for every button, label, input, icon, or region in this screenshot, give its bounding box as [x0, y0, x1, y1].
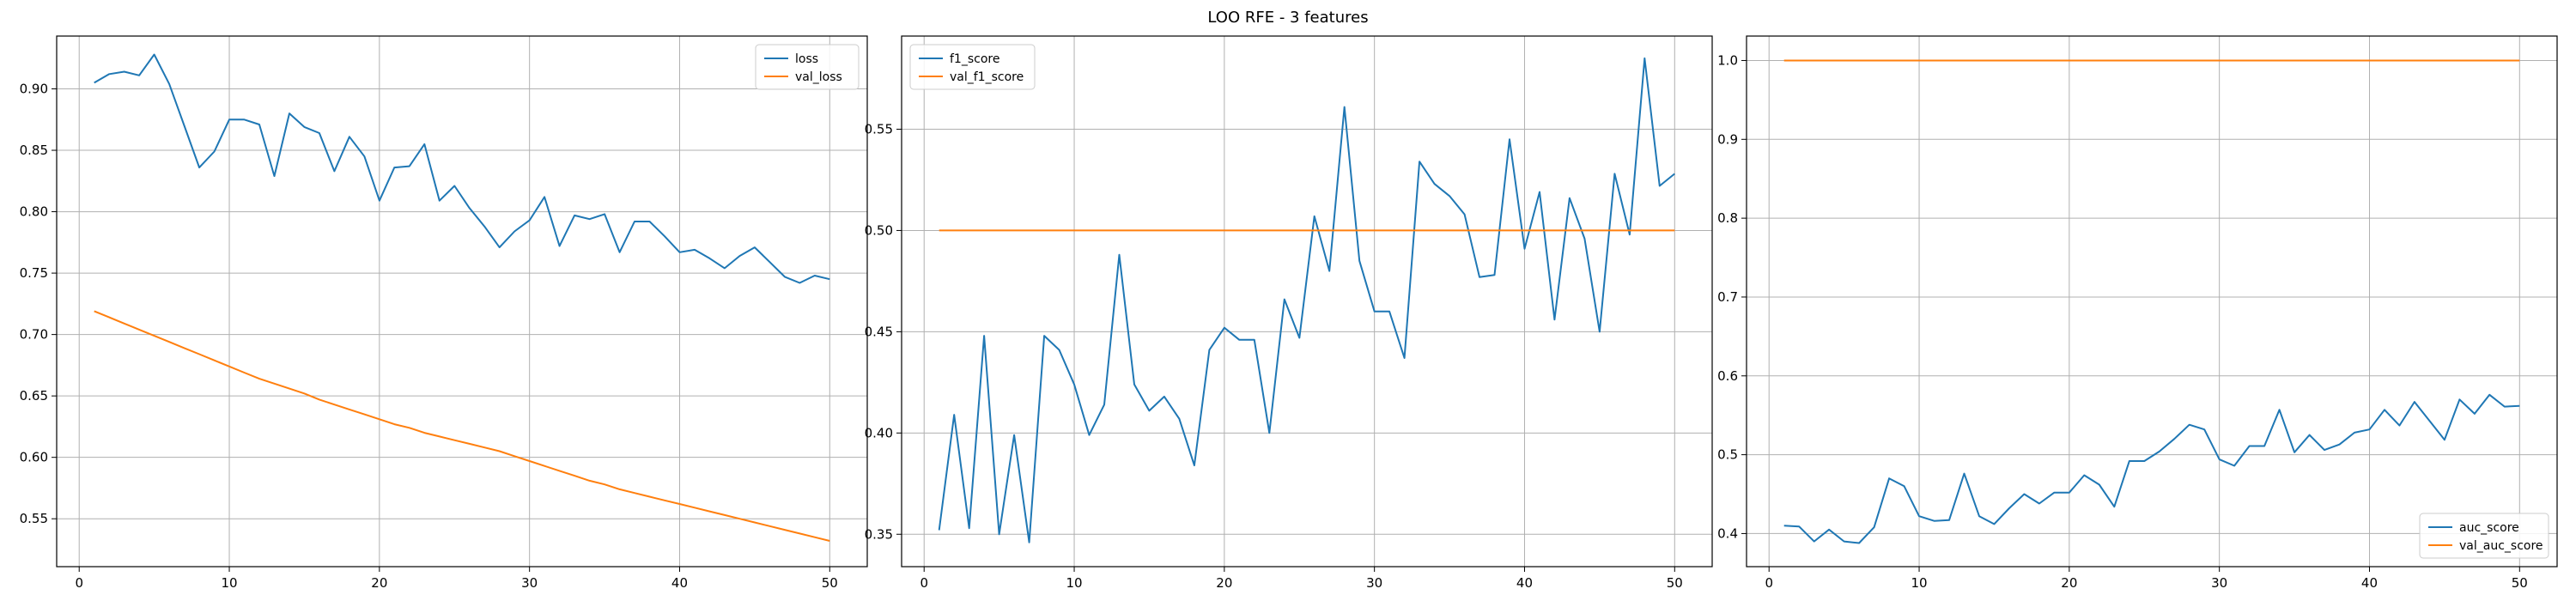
series-line-loss — [94, 53, 830, 284]
legend: f1_score val_f1_score — [909, 44, 1036, 90]
y-tick-label: 0.6 — [1717, 368, 1738, 384]
axes-frame — [1746, 35, 2558, 568]
legend-label-val_loss: val_loss — [795, 70, 842, 84]
x-tick-label: 0 — [75, 575, 83, 591]
y-tick-label: 0.55 — [865, 122, 893, 137]
x-tick-label: 0 — [1765, 575, 1773, 591]
legend-label-loss: loss — [795, 52, 818, 66]
legend: loss val_loss — [755, 44, 860, 90]
x-tick-label: 20 — [2061, 575, 2077, 591]
legend-box — [909, 44, 1036, 90]
series-line-f1_score — [938, 57, 1675, 543]
x-tick-label: 10 — [1911, 575, 1927, 591]
axes-frame — [901, 35, 1713, 568]
axes-frame — [56, 35, 868, 568]
series-line-val_loss — [94, 310, 830, 542]
x-tick-label: 50 — [822, 575, 838, 591]
y-tick-label: 0.55 — [20, 511, 48, 526]
legend: auc_score val_auc_score — [2419, 513, 2549, 559]
y-tick-label: 0.60 — [20, 450, 48, 465]
y-tick-label: 0.75 — [20, 265, 48, 281]
y-tick-label: 0.85 — [20, 143, 48, 158]
legend-label-f1_score: f1_score — [950, 52, 999, 66]
x-tick-label: 10 — [1066, 575, 1082, 591]
y-tick-label: 0.45 — [865, 324, 893, 339]
legend-box — [2419, 513, 2549, 559]
figure-title: LOO RFE - 3 features — [1207, 9, 1369, 27]
y-tick-label: 0.9 — [1717, 131, 1738, 147]
x-tick-label: 20 — [1216, 575, 1232, 591]
x-tick-label: 10 — [221, 575, 237, 591]
x-tick-label: 40 — [2361, 575, 2378, 591]
legend-label-val_auc_score: val_auc_score — [2459, 539, 2543, 553]
y-tick-label: 0.4 — [1717, 525, 1738, 541]
y-tick-label: 0.7 — [1717, 289, 1738, 305]
chart-panel-2: 0 10 20 30 40 50 0.35 0.40 0.45 0.50 0.55 f1_scorev… — [865, 35, 1713, 591]
x-tick-label: 40 — [1516, 575, 1533, 591]
y-tick-label: 0.70 — [20, 327, 48, 343]
y-tick-label: 0.8 — [1717, 210, 1738, 226]
x-tick-label: 30 — [1366, 575, 1382, 591]
legend-label-val_f1_score: val_f1_score — [950, 70, 1024, 84]
chart-panel-1: 0 10 20 30 40 50 0.55 0.60 0.65 0.70 0.75 0.80 0.85 0… — [20, 35, 868, 591]
y-tick-label: 0.35 — [865, 526, 893, 542]
x-tick-label: 50 — [1667, 575, 1683, 591]
y-tick-label: 0.5 — [1717, 447, 1738, 463]
y-tick-label: 0.40 — [865, 425, 893, 440]
y-tick-label: 0.50 — [865, 222, 893, 238]
y-tick-label: 1.0 — [1717, 52, 1738, 68]
x-tick-label: 0 — [920, 575, 928, 591]
legend-label-auc_score: auc_score — [2459, 521, 2519, 535]
x-tick-label: 40 — [671, 575, 688, 591]
x-tick-label: 50 — [2512, 575, 2528, 591]
x-tick-label: 20 — [371, 575, 387, 591]
chart-panel-3: 0 10 20 30 40 50 0.4 0.5 0.6 0.7 0.8 0.9 1.0 auc_scor… — [1717, 35, 2558, 591]
y-tick-label: 0.90 — [20, 82, 48, 97]
y-tick-label: 0.80 — [20, 204, 48, 220]
x-tick-label: 30 — [521, 575, 538, 591]
series-line-auc_score — [1783, 393, 2520, 544]
legend-box — [755, 44, 860, 90]
x-tick-label: 30 — [2211, 575, 2227, 591]
y-tick-label: 0.65 — [20, 388, 48, 404]
